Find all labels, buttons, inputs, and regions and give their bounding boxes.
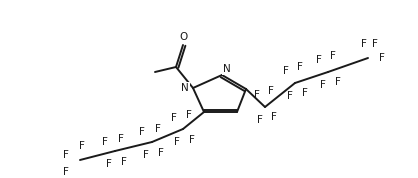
Text: N: N <box>223 64 231 74</box>
Text: N: N <box>181 83 189 93</box>
Text: F: F <box>320 80 326 90</box>
Text: O: O <box>180 32 188 42</box>
Text: F: F <box>158 148 164 158</box>
Text: F: F <box>63 167 69 177</box>
Text: F: F <box>171 113 177 123</box>
Text: F: F <box>335 77 341 87</box>
Text: F: F <box>268 86 274 96</box>
Text: F: F <box>121 157 127 167</box>
Text: F: F <box>186 110 192 120</box>
Text: F: F <box>271 112 277 122</box>
Text: F: F <box>102 137 108 147</box>
Text: F: F <box>330 51 336 61</box>
Text: F: F <box>297 62 303 72</box>
Text: F: F <box>106 159 112 169</box>
Text: F: F <box>139 127 145 137</box>
Text: F: F <box>155 124 161 134</box>
Text: F: F <box>118 134 124 144</box>
Text: F: F <box>361 39 367 49</box>
Text: F: F <box>283 66 289 76</box>
Text: F: F <box>143 150 149 160</box>
Text: F: F <box>63 150 69 160</box>
Text: F: F <box>316 55 322 65</box>
Text: F: F <box>79 141 85 151</box>
Text: F: F <box>379 53 385 63</box>
Text: F: F <box>372 39 378 49</box>
Text: F: F <box>189 135 195 145</box>
Text: F: F <box>287 91 293 101</box>
Text: F: F <box>254 90 260 100</box>
Text: F: F <box>302 88 308 98</box>
Text: F: F <box>174 137 180 147</box>
Text: F: F <box>257 115 263 125</box>
